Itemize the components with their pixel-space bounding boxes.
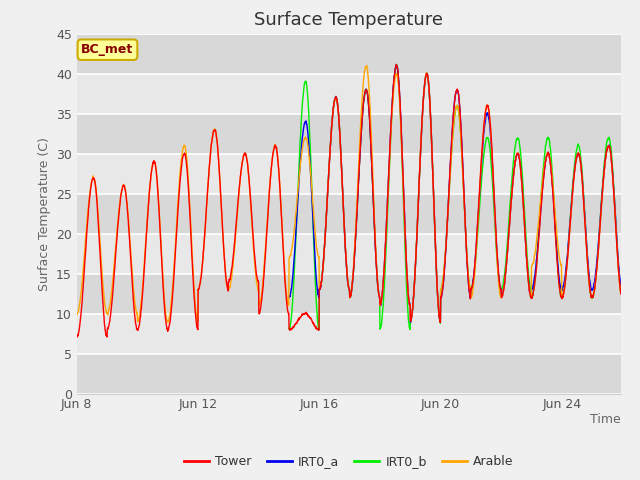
Arable: [100, 299, 108, 305]
Bar: [77, 354, 621, 394]
IRT0_b: [601, 157, 609, 163]
Arable: [164, 319, 172, 325]
Tower: [338, 165, 346, 170]
Tower: [323, 199, 331, 205]
Arable: [338, 166, 346, 171]
Tower: [502, 269, 509, 275]
IRT0_a: [323, 204, 331, 210]
IRT0_a: [601, 158, 609, 164]
IRT0_b: [337, 160, 345, 166]
Bar: [77, 73, 621, 114]
Tower: [392, 62, 400, 68]
Y-axis label: Surface Temperature (C): Surface Temperature (C): [38, 137, 51, 290]
Line: IRT0_a: IRT0_a: [289, 65, 621, 322]
Title: Surface Temperature: Surface Temperature: [254, 11, 444, 29]
Arable: [363, 62, 371, 68]
IRT0_b: [323, 203, 331, 209]
Arable: [602, 156, 609, 161]
Arable: [502, 269, 509, 275]
Bar: [77, 154, 621, 193]
Bar: [77, 34, 621, 73]
Bar: [77, 193, 621, 234]
IRT0_a: [601, 161, 609, 167]
Tower: [602, 156, 609, 161]
Arable: [617, 291, 625, 297]
Arable: [323, 197, 331, 203]
Bar: [77, 234, 621, 274]
Bar: [77, 274, 621, 313]
IRT0_b: [601, 153, 609, 159]
Text: BC_met: BC_met: [81, 43, 134, 56]
Tower: [101, 324, 109, 329]
IRT0_a: [501, 275, 509, 280]
Line: Arable: Arable: [77, 65, 621, 322]
Tower: [602, 157, 609, 163]
Bar: [77, 114, 621, 154]
Tower: [617, 291, 625, 297]
Line: Tower: Tower: [77, 65, 621, 337]
Tower: [73, 334, 81, 339]
IRT0_b: [501, 265, 509, 271]
IRT0_a: [337, 160, 345, 166]
IRT0_b: [617, 289, 625, 295]
Line: IRT0_b: IRT0_b: [289, 64, 621, 330]
Legend: Tower, IRT0_a, IRT0_b, Arable: Tower, IRT0_a, IRT0_b, Arable: [179, 450, 518, 473]
Arable: [73, 312, 81, 317]
X-axis label: Time: Time: [590, 413, 621, 426]
Tower: [73, 335, 81, 340]
Bar: [77, 313, 621, 354]
IRT0_a: [617, 282, 625, 288]
Arable: [602, 157, 609, 163]
